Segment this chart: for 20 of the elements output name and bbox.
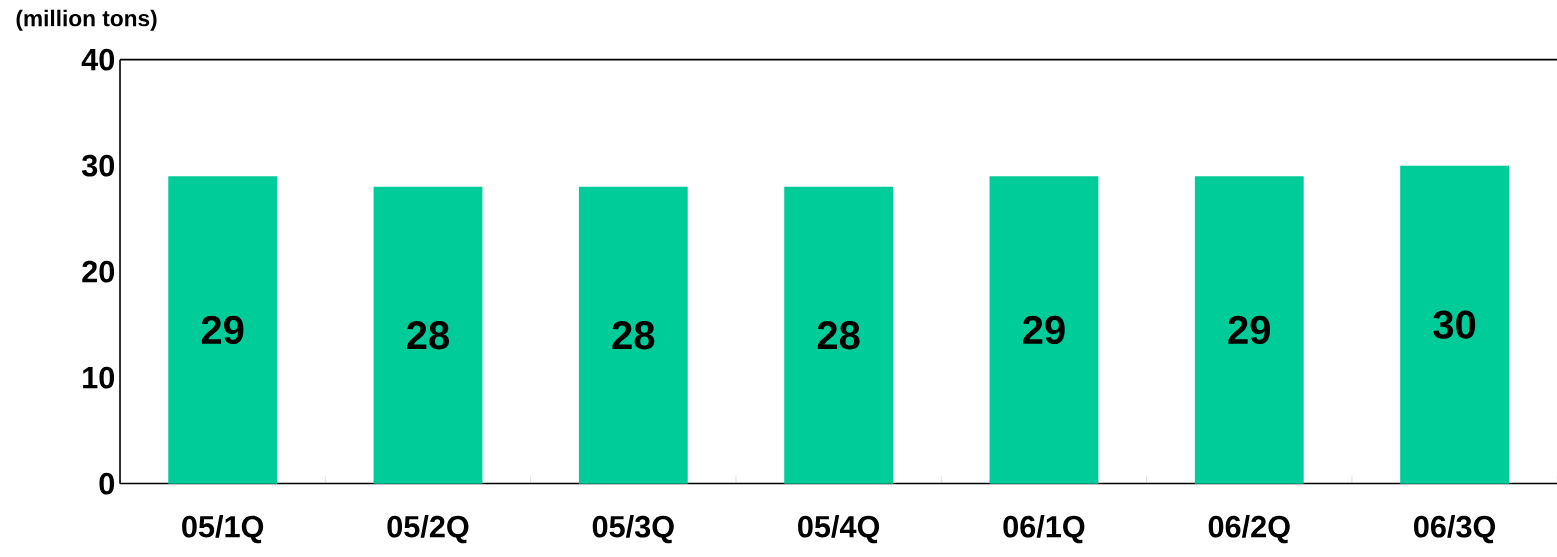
data-label: 29 (201, 315, 244, 345)
y-tick-label: 20 (82, 260, 115, 283)
y-axis-title: (million tons) (16, 9, 157, 31)
x-tick-label: 05/2Q (387, 515, 469, 544)
x-tick-label: 05/3Q (592, 515, 674, 544)
data-label: 29 (1228, 315, 1271, 345)
x-tick-label: 06/1Q (1003, 515, 1085, 544)
y-tick-label: 0 (99, 472, 115, 495)
x-tick-label: 06/3Q (1414, 515, 1496, 544)
x-tick-label: 05/1Q (182, 515, 264, 544)
data-label: 28 (407, 321, 450, 350)
x-tick-label: 06/2Q (1208, 515, 1290, 544)
data-label: 28 (612, 321, 655, 350)
data-label: 29 (1023, 315, 1065, 345)
data-label: 30 (1433, 310, 1476, 339)
y-tick-label: 40 (81, 48, 115, 71)
x-tick-label: 05/4Q (798, 515, 880, 544)
y-tick-label: 30 (81, 154, 115, 177)
data-label: 28 (817, 321, 860, 350)
y-tick-label: 10 (83, 366, 115, 389)
